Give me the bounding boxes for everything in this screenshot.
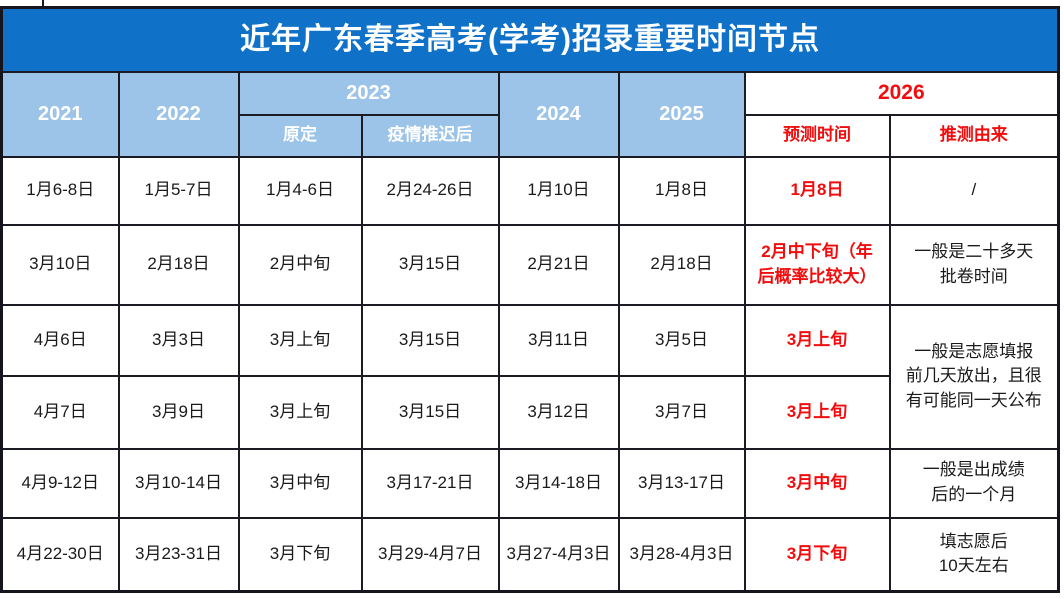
table-row: 4月22-30日 3月23-31日 3月下旬 3月29-4月7日 3月27-4月… <box>0 516 1060 593</box>
year-header-2023: 2023 <box>237 70 500 116</box>
table-cell: 3月14-18日 <box>497 447 620 519</box>
inference-basis-cell-merged: 一般是志愿填报 前几天放出，且很 有可能同一天公布 <box>888 303 1060 450</box>
inference-basis-cell: / <box>888 155 1060 226</box>
table-cell: 3月下旬 <box>237 516 363 593</box>
year-header-2024: 2024 <box>497 70 620 158</box>
table-cell: 3月23-31日 <box>117 516 240 593</box>
table-cell: 2月24-26日 <box>360 155 500 226</box>
inference-basis-cell: 一般是出成绩 后的一个月 <box>888 447 1060 519</box>
table-cell: 3月9日 <box>117 374 240 450</box>
table-cell: 3月12日 <box>497 374 620 450</box>
exam-timeline-table: 近年广东春季高考(学考)招录重要时间节点 2021 2022 2023 2024… <box>0 6 1061 593</box>
table-cell: 3月15日 <box>360 374 500 450</box>
table-cell: 3月15日 <box>360 223 500 306</box>
subheader-2026-predicted-time: 预测时间 <box>743 113 891 158</box>
inference-basis-cell: 一般是二十多天 批卷时间 <box>888 223 1060 306</box>
table-cell: 3月中旬 <box>237 447 363 519</box>
cell-border-remnant <box>42 0 44 6</box>
predicted-time-cell: 3月上旬 <box>743 374 891 450</box>
table-cell: 3月上旬 <box>237 303 363 377</box>
table-cell: 2月18日 <box>617 223 746 306</box>
table-cell: 4月6日 <box>0 303 120 377</box>
table-cell: 1月4-6日 <box>237 155 363 226</box>
year-header-2022: 2022 <box>117 70 240 158</box>
table-cell: 3月11日 <box>497 303 620 377</box>
table-row: 4月6日 3月3日 3月上旬 3月15日 3月11日 3月5日 3月上旬 一般是… <box>0 303 1060 450</box>
inference-basis-cell: 填志愿后 10天左右 <box>888 516 1060 593</box>
table-cell: 3月5日 <box>617 303 746 377</box>
predicted-time-cell: 3月下旬 <box>743 516 891 593</box>
table-cell: 4月7日 <box>0 374 120 450</box>
table-cell: 3月3日 <box>117 303 240 377</box>
top-margin-strip <box>0 0 1064 6</box>
table-cell: 3月10-14日 <box>117 447 240 519</box>
table-cell: 4月22-30日 <box>0 516 120 593</box>
subheader-2023-original: 原定 <box>237 113 363 158</box>
table-cell: 1月6-8日 <box>0 155 120 226</box>
table-row: 3月10日 2月18日 2月中旬 3月15日 2月21日 2月18日 2月中下旬… <box>0 223 1060 306</box>
table-cell: 2月21日 <box>497 223 620 306</box>
table-cell: 3月29-4月7日 <box>360 516 500 593</box>
table-cell: 3月10日 <box>0 223 120 306</box>
predicted-time-cell: 3月中旬 <box>743 447 891 519</box>
table-cell: 3月27-4月3日 <box>497 516 620 593</box>
year-header-2025: 2025 <box>617 70 746 158</box>
table-cell: 2月18日 <box>117 223 240 306</box>
table-row: 1月6-8日 1月5-7日 1月4-6日 2月24-26日 1月10日 1月8日… <box>0 155 1060 226</box>
table-cell: 2月中旬 <box>237 223 363 306</box>
year-header-2026: 2026 <box>743 70 1060 116</box>
table-cell: 1月8日 <box>617 155 746 226</box>
subheader-2026-inference-basis: 推测由来 <box>888 113 1060 158</box>
predicted-time-cell: 1月8日 <box>743 155 891 226</box>
table-row: 4月7日 3月9日 3月上旬 3月15日 3月12日 3月7日 3月上旬 <box>0 374 1059 450</box>
table-cell: 1月5-7日 <box>117 155 240 226</box>
table-cell: 3月上旬 <box>237 374 363 450</box>
year-header-2021: 2021 <box>0 70 120 158</box>
table-cell: 3月7日 <box>617 374 746 450</box>
predicted-time-cell: 3月上旬 <box>743 303 891 377</box>
predicted-time-cell: 2月中下旬（年 后概率比较大） <box>743 223 891 306</box>
table-cell: 3月13-17日 <box>617 447 746 519</box>
table-row: 4月9-12日 3月10-14日 3月中旬 3月17-21日 3月14-18日 … <box>0 447 1060 519</box>
table-cell: 1月10日 <box>497 155 620 226</box>
table-cell: 3月28-4月3日 <box>617 516 746 593</box>
table-cell: 3月15日 <box>360 303 500 377</box>
table-cell: 4月9-12日 <box>0 447 120 519</box>
subheader-2023-delayed: 疫情推迟后 <box>360 113 500 158</box>
table-title: 近年广东春季高考(学考)招录重要时间节点 <box>0 6 1060 73</box>
table-cell: 3月17-21日 <box>360 447 500 519</box>
